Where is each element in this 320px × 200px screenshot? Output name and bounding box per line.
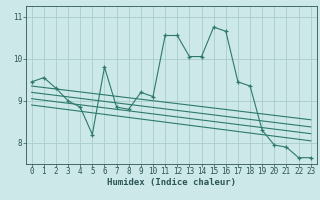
X-axis label: Humidex (Indice chaleur): Humidex (Indice chaleur) [107, 178, 236, 187]
